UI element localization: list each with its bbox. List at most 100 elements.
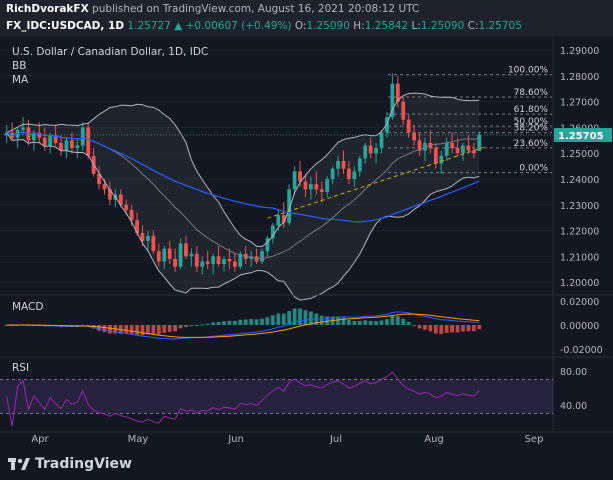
candle-body <box>31 132 36 141</box>
candle-body <box>178 243 183 267</box>
macd-histogram-bar <box>477 325 482 330</box>
candle-body <box>108 189 112 200</box>
legend-bb[interactable]: BB <box>12 60 26 72</box>
macd-histogram-bar <box>390 315 395 325</box>
legend-ma[interactable]: MA <box>12 74 29 86</box>
candle-body <box>205 261 210 265</box>
candle-body <box>64 140 69 151</box>
last-price-badge <box>554 127 612 142</box>
macd-histogram-bar <box>319 315 324 325</box>
candle-body <box>352 171 357 180</box>
price-axis[interactable]: 1.290001.280001.270001.260001.250001.240… <box>554 46 612 289</box>
macd-histogram-bar <box>249 319 254 325</box>
macd-histogram-bar <box>287 310 292 325</box>
candle-body <box>433 148 438 164</box>
candle-body <box>238 253 243 267</box>
candle-body <box>86 127 91 156</box>
candle-body <box>75 145 80 149</box>
macd-histogram-bar <box>385 319 389 325</box>
macd-histogram-bar <box>222 321 226 325</box>
macd-histogram-bar <box>86 325 91 327</box>
macd-histogram-bar <box>260 318 264 325</box>
candle-body <box>129 209 134 221</box>
chart-area[interactable]: 100.00% 78.60% 61.80% 50.00% 38.20% 23.60% 0.0… <box>0 37 613 450</box>
high-value: 1.25842 <box>364 20 409 32</box>
time-axis[interactable]: Apr May Jun Jul Aug Sep <box>0 431 613 445</box>
price-tick-label: 1.23000 <box>560 201 599 212</box>
time-tick-label: Apr <box>31 434 49 445</box>
macd-histogram-bar <box>129 325 134 335</box>
macd-histogram-bar <box>336 316 340 325</box>
macd-histogram-bar <box>347 319 351 325</box>
candle-body <box>162 248 167 262</box>
macd-histogram-bar <box>412 325 417 326</box>
bollinger-lower-line <box>6 132 480 301</box>
candle-body <box>227 258 232 262</box>
candle-body <box>330 168 335 180</box>
candle-body <box>385 117 389 133</box>
close-value: 1.25705 <box>478 20 522 32</box>
macd-histogram-bar <box>97 325 101 331</box>
candle-body <box>450 142 455 149</box>
publish-date: published on TradingView.com, August 16,… <box>92 3 420 15</box>
symbol-label[interactable]: FX_IDC:USDCAD, 1D <box>6 20 125 32</box>
candle-body <box>173 258 178 267</box>
candle-body <box>471 150 476 154</box>
macd-histogram-bar <box>162 325 167 333</box>
price-chart-svg[interactable]: 100.00% 78.60% 61.80% 50.00%38.20% 23.60% 0.0… <box>0 37 613 450</box>
macd-histogram-bar <box>178 325 183 329</box>
macd-histogram-bar <box>433 325 438 334</box>
macd-histogram-bar <box>352 321 357 325</box>
candle-body <box>167 248 172 259</box>
candle-body <box>270 225 275 239</box>
price-tick-label: 1.24000 <box>560 175 599 186</box>
candle-body <box>374 148 378 154</box>
time-tick-label: Aug <box>424 434 444 445</box>
macd-histogram-bar <box>303 310 308 325</box>
macd-histogram-bar <box>102 325 107 333</box>
macd-histogram-bar <box>184 325 188 327</box>
macd-histogram-bar <box>363 320 368 325</box>
candle-body <box>395 83 400 102</box>
macd-histogram-bar <box>374 321 378 325</box>
last-price-label: 1.25705 <box>558 131 604 142</box>
rsi-line <box>6 371 480 427</box>
candle-body <box>314 184 319 190</box>
macd-histogram-bar <box>80 324 85 326</box>
macd-histogram-bar <box>265 317 270 325</box>
macd-histogram-bar <box>368 320 373 325</box>
macd-histogram-bar <box>308 311 313 325</box>
macd-histogram-bar <box>379 320 384 325</box>
candle-body <box>118 194 123 205</box>
high-label: H: <box>353 20 365 32</box>
candle-body <box>325 179 330 192</box>
fib-level-label: 50.00% <box>514 117 549 127</box>
price-tick-label: 1.22000 <box>560 227 599 238</box>
price-tick-label: 1.21000 <box>560 252 599 263</box>
price-tick-label: 1.20000 <box>560 278 599 289</box>
candle-body <box>303 181 308 190</box>
candle-body <box>59 142 63 151</box>
fibonacci-retracement[interactable]: 100.00% 78.60% 61.80% 50.00%38.20% 23.60% 0.0… <box>388 66 552 174</box>
trend-line <box>267 146 486 219</box>
chart-title: U.S. Dollar / Canadian Dollar, 1D, IDC <box>12 46 208 58</box>
candle-body <box>232 261 237 267</box>
candle-body <box>401 101 406 120</box>
tradingview-logo[interactable]: TradingView <box>8 456 132 472</box>
bollinger-upper-line <box>6 92 480 247</box>
author-name[interactable]: RichDvorakFX <box>6 3 89 15</box>
candle-body <box>222 258 226 265</box>
macd-histogram-bar <box>423 325 427 330</box>
candle-body <box>390 83 395 118</box>
macd-histogram-bar <box>146 325 150 335</box>
candle-body <box>135 220 139 234</box>
macd-histogram-bar <box>254 319 259 325</box>
candle-body <box>406 119 411 133</box>
candle-body <box>308 184 313 190</box>
rsi-label: RSI <box>12 362 29 374</box>
macd-signal-line <box>6 313 480 338</box>
bollinger-band-fill <box>6 93 480 301</box>
macd-tick-label: -0.02000 <box>560 345 603 356</box>
open-label: O: <box>294 20 307 32</box>
close-label: C: <box>467 20 479 32</box>
